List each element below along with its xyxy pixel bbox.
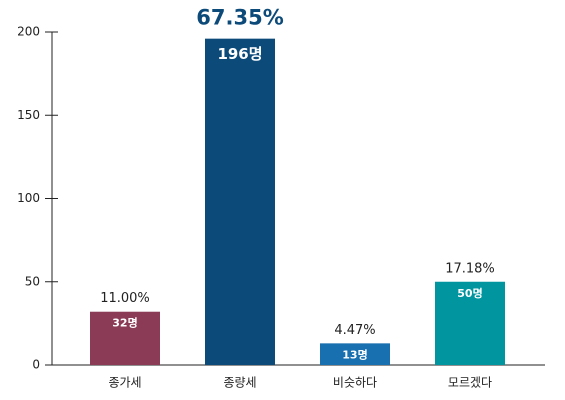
share-label: 4.47% [334, 323, 375, 338]
value-label: 13명 [342, 347, 367, 361]
y-tick-label: 200 [17, 25, 40, 39]
bar [90, 311, 160, 365]
bar [435, 281, 505, 365]
value-label: 50명 [457, 286, 482, 300]
share-label: 11.00% [100, 291, 150, 306]
value-label: 196명 [217, 45, 262, 63]
bar [320, 343, 390, 365]
x-tick-label: 종량세 [223, 376, 256, 390]
share-label: 67.35% [196, 6, 283, 30]
y-tick-label: 0 [32, 358, 40, 372]
y-tick-label: 50 [25, 274, 40, 288]
value-label: 32명 [112, 316, 137, 330]
x-tick-label: 종가세 [108, 376, 141, 390]
share-label: 17.18% [445, 261, 495, 276]
y-tick-label: 150 [17, 108, 40, 122]
y-tick-label: 100 [17, 191, 40, 205]
x-tick-label: 모르겠다 [448, 376, 492, 390]
bar [205, 38, 275, 365]
x-tick-label: 비슷하다 [333, 376, 377, 390]
